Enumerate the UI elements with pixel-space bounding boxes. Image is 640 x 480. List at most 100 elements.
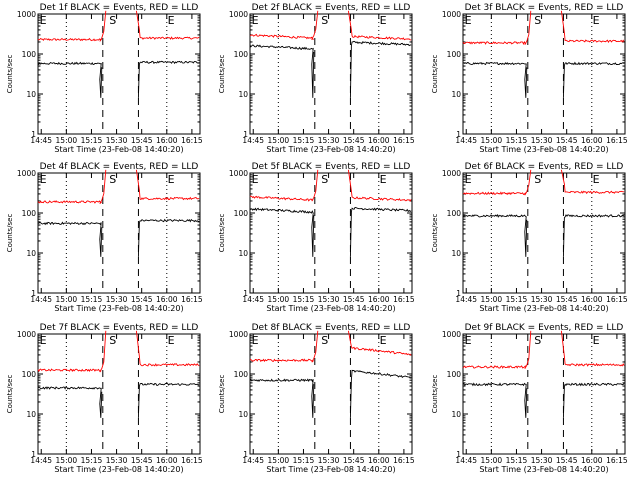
series-line-lld [560,330,625,367]
x-axis-label: Start Time (23-Feb-08 14:40:20) [54,465,183,474]
series-line-lld [462,10,532,45]
y-axis-label: Counts/sec [6,55,14,94]
y-tick-label: 1000 [17,169,36,178]
x-tick-label: 15:15 [506,136,528,145]
x-tick-label: 16:15 [181,456,203,465]
x-tick-label: 15:00 [56,136,78,145]
y-tick-label: 10 [451,90,461,99]
series-line-events [249,207,315,257]
y-tick-label: 1 [31,289,36,298]
marker-e-label: E [465,334,472,347]
marker-e-label: E [465,14,472,27]
series-line-events [249,378,315,418]
y-tick-label: 1 [456,450,461,459]
series-line-events [37,386,103,418]
chart-title: Det 3f BLACK = Events, RED = LLD [465,3,624,13]
series-line-lld [37,169,107,205]
x-tick-label: 15:15 [506,295,528,304]
chart-title: Det 6f BLACK = Events, RED = LLD [465,162,624,172]
y-tick-label: 1000 [229,169,248,178]
y-tick-label: 100 [22,50,37,59]
series-line-lld [249,330,319,363]
plot-frame [249,13,413,135]
x-tick-label: 15:15 [506,456,528,465]
series-line-events [137,218,200,257]
marker-e-label: E [40,334,47,347]
x-tick-label: 16:15 [393,295,415,304]
x-axis-label: Start Time (23-Feb-08 14:40:20) [266,304,395,313]
x-tick-label: 16:00 [581,295,603,304]
series-line-events [349,207,412,257]
plot-frame [37,333,201,455]
x-tick-label: 15:45 [131,295,153,304]
marker-s-label: S [321,334,328,347]
y-tick-label: 1 [243,130,248,139]
x-axis-label: Start Time (23-Feb-08 14:40:20) [479,145,608,154]
y-tick-label: 1000 [229,330,248,339]
x-tick-label: 15:30 [531,136,553,145]
marker-e-label: E [380,14,387,27]
x-tick-label: 16:15 [606,136,628,145]
x-tick-label: 16:15 [606,456,628,465]
y-tick-label: 100 [22,370,37,379]
x-tick-label: 14:45 [455,295,477,304]
x-tick-label: 14:45 [30,295,52,304]
marker-s-label: S [109,173,116,186]
y-tick-label: 10 [26,249,36,258]
x-tick-label: 15:45 [556,136,578,145]
x-tick-label: 16:00 [156,295,178,304]
y-tick-label: 10 [238,410,248,419]
plot-frame [462,13,626,135]
chart-panel-3: Det 3f BLACK = Events, RED = LLD 1 10 100 10… [431,3,628,154]
plot-frame [37,172,201,294]
y-tick-label: 10 [238,90,248,99]
y-tick-label: 1000 [229,10,248,19]
y-tick-label: 100 [234,370,249,379]
marker-e-label: E [593,14,600,27]
y-tick-label: 10 [238,249,248,258]
series-line-lld [347,330,412,356]
y-axis-label: Counts/sec [431,375,439,414]
series-line-events [562,61,625,98]
plot-frame [37,13,201,135]
series-line-lld [37,330,107,373]
marker-s-label: S [109,14,116,27]
y-tick-label: 1000 [17,330,36,339]
series-line-events [137,382,200,418]
y-tick-label: 10 [26,410,36,419]
x-tick-label: 15:45 [343,136,365,145]
plot-frame [462,333,626,455]
x-tick-label: 15:30 [106,136,128,145]
series-line-events [137,60,200,98]
y-tick-label: 100 [234,50,249,59]
series-line-lld [135,169,200,201]
marker-s-label: S [534,334,541,347]
chart-panel-9: Det 9f BLACK = Events, RED = LLD 1 10 100 10… [431,323,628,474]
x-tick-label: 15:00 [481,456,503,465]
series-line-lld [462,169,532,196]
marker-e-label: E [380,173,387,186]
series-line-lld [135,330,200,367]
series-line-events [349,369,412,418]
series-line-events [462,382,528,418]
x-tick-label: 16:15 [181,295,203,304]
x-tick-label: 16:15 [393,456,415,465]
marker-e-label: E [593,173,600,186]
y-tick-label: 1 [243,289,248,298]
x-tick-label: 14:45 [30,136,52,145]
x-tick-label: 15:15 [81,295,103,304]
series-line-events [37,221,103,257]
series-line-events [562,382,625,418]
x-axis-label: Start Time (23-Feb-08 14:40:20) [479,304,608,313]
x-tick-label: 14:45 [242,136,264,145]
y-tick-label: 1 [456,130,461,139]
x-tick-label: 15:45 [131,136,153,145]
x-tick-label: 15:00 [56,456,78,465]
series-line-events [349,40,412,98]
series-line-events [462,213,528,257]
chart-title: Det 8f BLACK = Events, RED = LLD [252,323,411,333]
x-tick-label: 15:30 [318,136,340,145]
y-tick-label: 100 [447,370,462,379]
chart-panel-1: Det 1f BLACK = Events, RED = LLD 1 10 100 10… [6,3,203,154]
marker-s-label: S [321,14,328,27]
